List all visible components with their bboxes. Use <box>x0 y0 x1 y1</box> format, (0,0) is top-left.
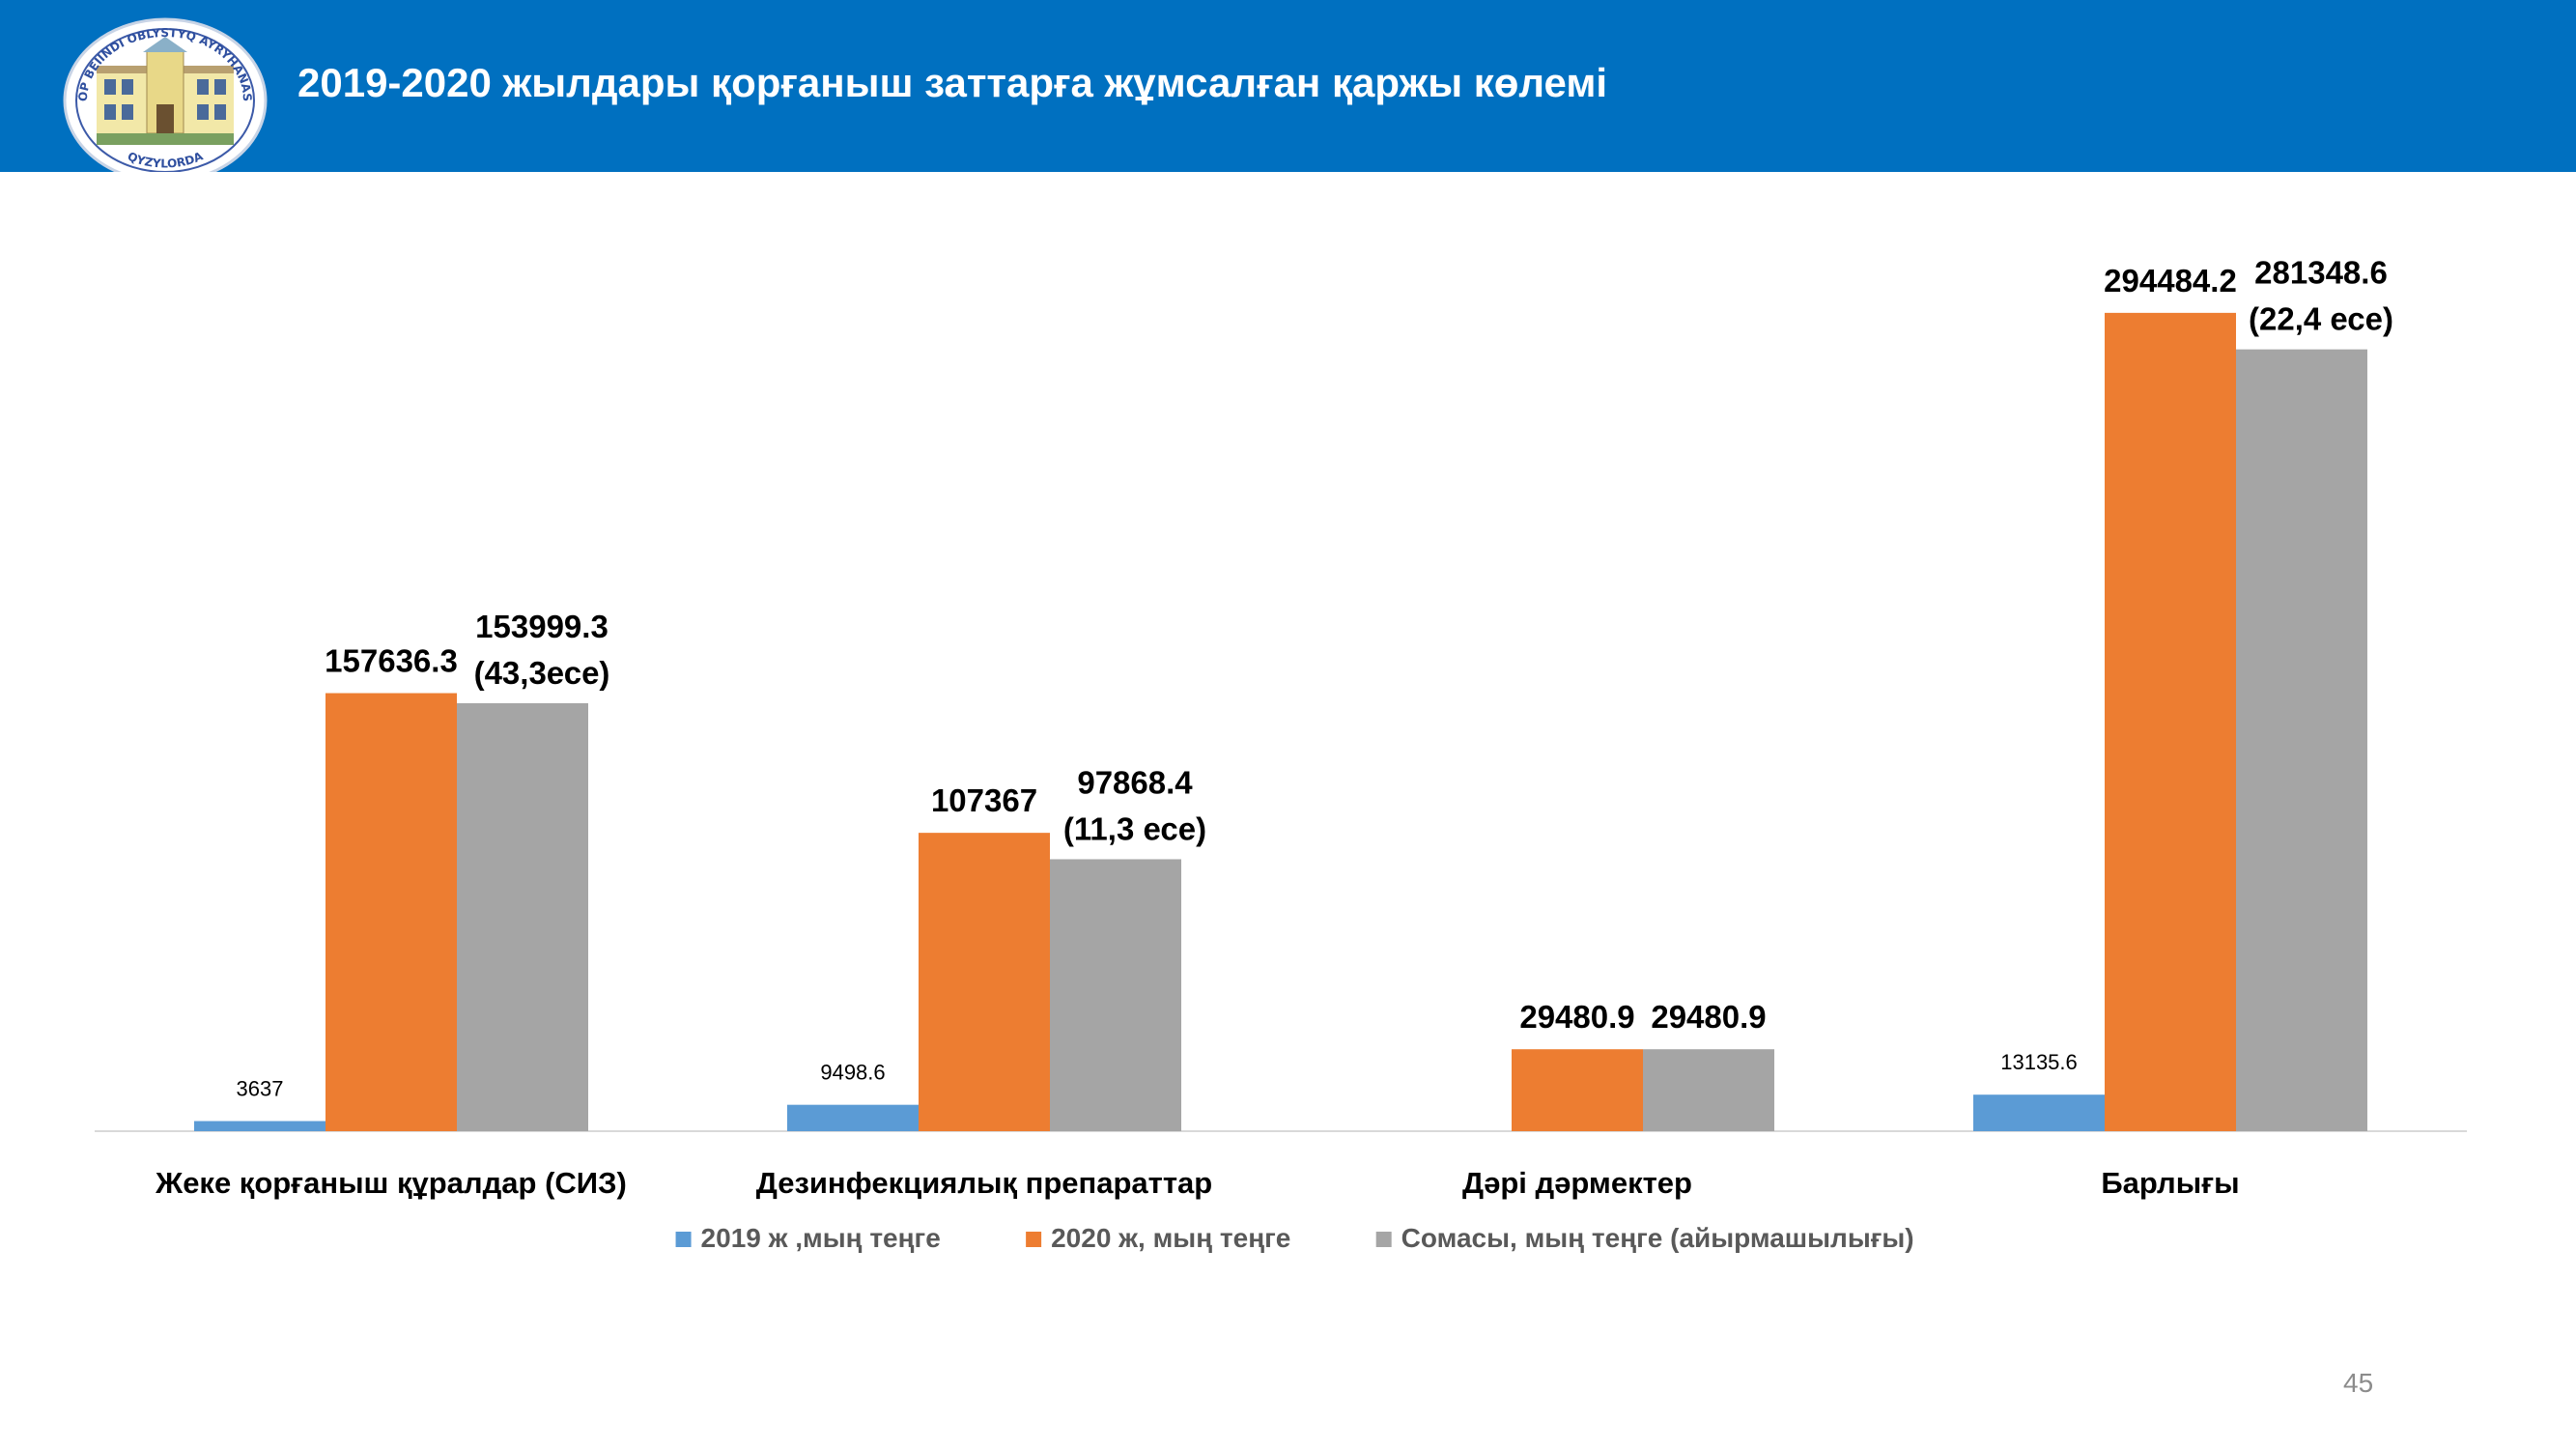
bar-s3-c1 <box>457 702 588 1131</box>
bar-s2-c1 <box>326 693 457 1131</box>
header-bar: KÓP BEIINDI OBLYSTYQ AYRYHANASY QYZYLORD… <box>0 0 2576 172</box>
bar-s3-c3 <box>1643 1049 1774 1131</box>
bar-s3-c4 <box>2236 349 2367 1131</box>
data-label-s3-c4: 281348.6 <box>2254 255 2388 291</box>
bar-s1-c2 <box>787 1104 919 1131</box>
category-label-1: Жеке қорғаныш құралдар (СИЗ) <box>155 1166 627 1200</box>
category-label-2: Дезинфекциялық препараттар <box>756 1166 1212 1200</box>
data-label-s1-c4: 13135.6 <box>2000 1050 2078 1074</box>
bar-s1-c1 <box>194 1121 326 1131</box>
data-label-note-s3-c1: (43,3есе) <box>474 655 610 691</box>
legend-swatch-1 <box>675 1232 692 1247</box>
legend-swatch-2 <box>1026 1232 1042 1247</box>
data-label-s2-c3: 29480.9 <box>1519 999 1634 1035</box>
legend-label-1: 2019 ж ,мың теңге <box>701 1223 941 1253</box>
data-label-note-s3-c4: (22,4 есе) <box>2249 301 2393 337</box>
bar-s1-c4 <box>1973 1094 2105 1131</box>
grouped-bar-chart: 3637 157636.3 153999.3 (43,3есе) Жеке қорған… <box>95 255 2467 1253</box>
data-label-s2-c2: 107367 <box>931 782 1037 818</box>
logo-emblem: KÓP BEIINDI OBLYSTYQ AYRYHANASY QYZYLORD… <box>62 17 268 172</box>
data-label-note-s3-c2: (11,3 есе) <box>1063 810 1206 846</box>
bar-s2-c3 <box>1512 1049 1643 1131</box>
legend-label-3: Сомасы, мың теңге (айырмашылығы) <box>1401 1223 1914 1253</box>
data-label-s1-c1: 3637 <box>237 1077 284 1101</box>
data-label-s1-c2: 9498.6 <box>820 1061 885 1085</box>
bar-s2-c4 <box>2105 312 2236 1131</box>
legend-swatch-3 <box>1375 1232 1392 1247</box>
page-number: 45 <box>2343 1368 2374 1398</box>
category-label-3: Дәрі дәрмектер <box>1462 1166 1692 1200</box>
data-label-s3-c2: 97868.4 <box>1077 764 1193 800</box>
data-label-s2-c1: 157636.3 <box>325 643 458 679</box>
data-label-s3-c3: 29480.9 <box>1651 999 1766 1035</box>
bar-s3-c2 <box>1050 859 1181 1131</box>
data-label-s3-c1: 153999.3 <box>475 609 609 644</box>
data-label-s2-c4: 294484.2 <box>2104 263 2237 298</box>
legend-label-2: 2020 ж, мың теңге <box>1051 1223 1290 1253</box>
page-title: 2019-2020 жылдары қорғаныш заттарға жұмс… <box>297 60 1608 105</box>
category-label-4: Барлығы <box>2101 1166 2239 1200</box>
bar-s2-c2 <box>919 833 1050 1131</box>
